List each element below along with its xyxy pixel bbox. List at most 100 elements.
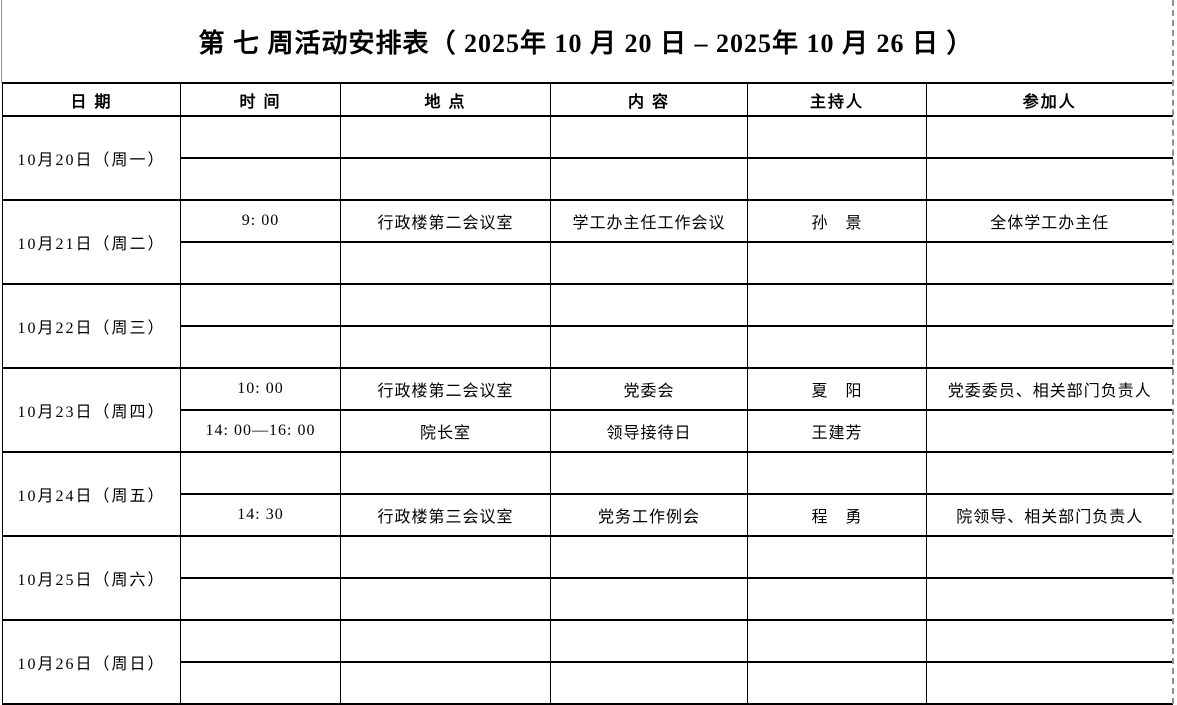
participants-cell — [926, 157, 1173, 201]
schedule-row-monday-slot1: 10月20日（周一） — [2, 115, 1173, 201]
host-cell — [747, 577, 927, 621]
schedule-row-wednesday-slot1: 10月22日（周三） — [2, 283, 1173, 369]
host-cell — [747, 451, 927, 495]
date-cell: 10月26日（周日） — [2, 619, 181, 705]
date-cell: 10月24日（周五） — [2, 451, 181, 537]
content-cell — [550, 283, 748, 327]
location-cell: 行政楼第二会议室 — [340, 199, 551, 243]
location-cell — [340, 535, 551, 579]
page-margin-dashed-line — [1172, 0, 1174, 704]
location-cell — [340, 451, 551, 495]
schedule-row-tuesday-slot2 — [3, 241, 1173, 285]
header-host: 主持人 — [747, 82, 927, 117]
location-cell — [340, 577, 551, 621]
time-cell — [180, 283, 341, 327]
schedule-row-thursday-slot2: 14: 00—16: 00 院长室 领导接待日 王建芳 — [3, 409, 1173, 453]
content-cell — [550, 241, 748, 285]
weekly-schedule-table: 日 期 时 间 地 点 内 容 主持人 参加人 10月20日（周一） 10月21… — [2, 82, 1173, 705]
time-cell — [180, 535, 341, 579]
schedule-row-friday-slot2: 14: 30 行政楼第三会议室 党务工作例会 程 勇 院领导、相关部门负责人 — [3, 493, 1173, 537]
host-cell — [747, 157, 927, 201]
page-title: 第 七 周活动安排表（ 2025年 10 月 20 日 – 2025年 10 月… — [198, 28, 974, 58]
time-cell — [180, 241, 341, 285]
header-time: 时 间 — [180, 82, 341, 117]
time-cell — [180, 619, 341, 663]
header-date: 日 期 — [2, 82, 181, 117]
host-cell: 夏 阳 — [747, 367, 927, 411]
table-header-row: 日 期 时 间 地 点 内 容 主持人 参加人 — [2, 82, 1173, 117]
location-cell — [340, 157, 551, 201]
host-cell — [747, 619, 927, 663]
header-location: 地 点 — [340, 82, 551, 117]
participants-cell: 院领导、相关部门负责人 — [926, 493, 1173, 537]
time-cell — [180, 157, 341, 201]
content-cell — [550, 115, 748, 159]
participants-cell — [926, 325, 1173, 369]
date-cell: 10月21日（周二） — [2, 199, 181, 285]
host-cell: 孙 景 — [747, 199, 927, 243]
schedule-row-sunday-slot1: 10月26日（周日） — [2, 619, 1173, 705]
content-cell — [550, 157, 748, 201]
host-cell — [747, 115, 927, 159]
participants-cell — [926, 535, 1173, 579]
content-cell: 党委会 — [550, 367, 748, 411]
participants-cell — [926, 409, 1173, 453]
participants-cell — [926, 619, 1173, 663]
date-cell: 10月23日（周四） — [2, 367, 181, 453]
time-cell — [180, 451, 341, 495]
content-cell — [550, 325, 748, 369]
participants-cell: 全体学工办主任 — [926, 199, 1173, 243]
header-participants: 参加人 — [926, 82, 1173, 117]
time-cell: 10: 00 — [180, 367, 341, 411]
location-cell — [340, 619, 551, 663]
schedule-row-saturday-slot1: 10月25日（周六） — [2, 535, 1173, 621]
time-cell — [180, 325, 341, 369]
content-cell — [550, 661, 748, 705]
time-cell: 14: 00—16: 00 — [180, 409, 341, 453]
date-cell: 10月22日（周三） — [2, 283, 181, 369]
content-cell — [550, 451, 748, 495]
schedule-row-thursday-slot1: 10月23日（周四） 10: 00 行政楼第二会议室 党委会 夏 阳 党委委员、… — [2, 367, 1173, 453]
participants-cell: 党委委员、相关部门负责人 — [926, 367, 1173, 411]
page-margin-left-line — [1, 0, 2, 83]
participants-cell — [926, 577, 1173, 621]
host-cell — [747, 283, 927, 327]
participants-cell — [926, 115, 1173, 159]
host-cell — [747, 241, 927, 285]
time-cell — [180, 115, 341, 159]
content-cell: 党务工作例会 — [550, 493, 748, 537]
content-cell — [550, 535, 748, 579]
schedule-row-friday-slot1: 10月24日（周五） — [2, 451, 1173, 537]
time-cell — [180, 661, 341, 705]
content-cell — [550, 577, 748, 621]
location-cell: 院长室 — [340, 409, 551, 453]
location-cell — [340, 283, 551, 327]
schedule-row-sunday-slot2 — [3, 661, 1173, 705]
host-cell — [747, 325, 927, 369]
host-cell — [747, 661, 927, 705]
host-cell: 程 勇 — [747, 493, 927, 537]
content-cell — [550, 619, 748, 663]
time-cell: 14: 30 — [180, 493, 341, 537]
content-cell: 领导接待日 — [550, 409, 748, 453]
time-cell — [180, 577, 341, 621]
content-cell: 学工办主任工作会议 — [550, 199, 748, 243]
location-cell — [340, 325, 551, 369]
schedule-row-saturday-slot2 — [3, 577, 1173, 621]
participants-cell — [926, 451, 1173, 495]
participants-cell — [926, 661, 1173, 705]
header-content: 内 容 — [550, 82, 748, 117]
date-cell: 10月25日（周六） — [2, 535, 181, 621]
location-cell — [340, 241, 551, 285]
host-cell: 王建芳 — [747, 409, 927, 453]
location-cell: 行政楼第二会议室 — [340, 367, 551, 411]
participants-cell — [926, 283, 1173, 327]
schedule-row-wednesday-slot2 — [3, 325, 1173, 369]
location-cell — [340, 115, 551, 159]
date-cell: 10月20日（周一） — [2, 115, 181, 201]
schedule-row-tuesday-slot1: 10月21日（周二） 9: 00 行政楼第二会议室 学工办主任工作会议 孙 景 … — [2, 199, 1173, 285]
location-cell: 行政楼第三会议室 — [340, 493, 551, 537]
schedule-row-monday-slot2 — [3, 157, 1173, 201]
participants-cell — [926, 241, 1173, 285]
host-cell — [747, 535, 927, 579]
